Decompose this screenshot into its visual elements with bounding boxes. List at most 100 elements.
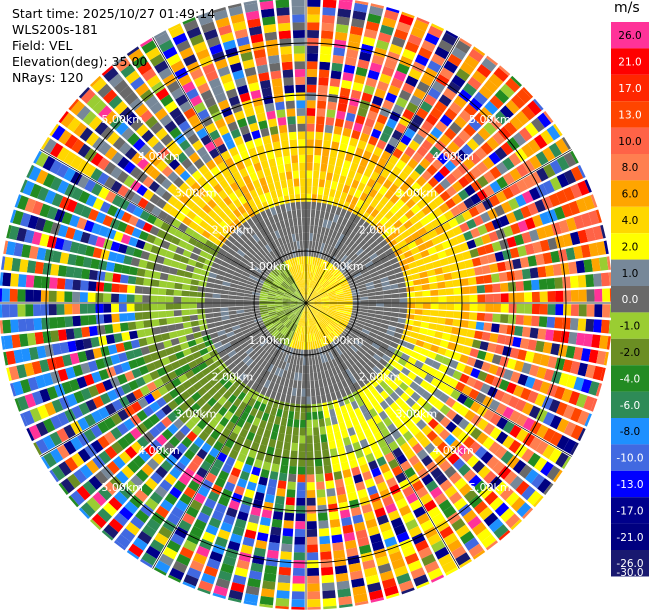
velocity-gate — [341, 217, 349, 227]
velocity-gate — [164, 473, 177, 486]
velocity-gate — [237, 214, 246, 224]
velocity-gate — [561, 203, 573, 218]
velocity-gate — [35, 438, 49, 454]
velocity-gate — [417, 354, 427, 363]
velocity-gate — [322, 219, 328, 228]
velocity-gate — [370, 171, 380, 182]
velocity-gate — [328, 296, 337, 300]
velocity-gate — [65, 266, 75, 278]
velocity-gate — [444, 465, 457, 479]
velocity-gate — [173, 188, 184, 200]
velocity-gate — [102, 89, 118, 104]
velocity-gate — [244, 293, 252, 298]
velocity-gate — [306, 334, 308, 342]
velocity-gate — [283, 77, 294, 86]
velocity-gate — [336, 110, 346, 120]
velocity-gate — [130, 152, 144, 165]
velocity-gate — [283, 402, 290, 411]
velocity-gate — [513, 385, 525, 398]
velocity-gate — [516, 502, 532, 518]
velocity-gate — [260, 288, 269, 293]
velocity-gate — [426, 164, 438, 176]
velocity-gate — [215, 372, 225, 381]
velocity-gate — [232, 525, 245, 537]
velocity-gate — [149, 193, 161, 205]
velocity-gate — [379, 463, 391, 474]
velocity-gate — [376, 175, 387, 185]
velocity-gate — [296, 272, 300, 281]
velocity-gate — [312, 333, 316, 342]
velocity-gate — [229, 317, 239, 323]
velocity-gate — [100, 126, 114, 141]
velocity-gate — [276, 408, 283, 418]
velocity-gate — [332, 281, 340, 288]
velocity-gate — [363, 274, 372, 281]
velocity-gate — [197, 587, 211, 595]
velocity-gate — [251, 297, 260, 301]
velocity-gate — [178, 373, 188, 384]
velocity-gate — [200, 460, 212, 472]
velocity-gate — [326, 289, 335, 294]
velocity-gate — [250, 328, 259, 334]
velocity-gate — [392, 447, 404, 458]
velocity-gate — [412, 480, 425, 492]
velocity-gate — [374, 375, 383, 384]
velocity-gate — [90, 336, 100, 348]
velocity-gate — [305, 295, 306, 303]
velocity-gate — [320, 320, 327, 328]
velocity-gate — [247, 337, 256, 344]
velocity-gate — [228, 431, 239, 442]
velocity-gate — [445, 229, 456, 239]
velocity-gate — [266, 324, 275, 331]
velocity-gate — [119, 85, 134, 100]
velocity-gate — [272, 399, 280, 409]
velocity-gate — [228, 299, 236, 303]
velocity-gate — [33, 289, 42, 302]
velocity-gate — [295, 308, 301, 315]
velocity-gate — [382, 354, 391, 363]
velocity-gate — [337, 588, 352, 598]
velocity-gate — [342, 268, 350, 276]
velocity-gate — [153, 567, 167, 576]
velocity-gate — [247, 369, 256, 379]
velocity-gate — [421, 233, 431, 243]
velocity-gate — [549, 415, 562, 430]
velocity-gate — [98, 105, 113, 120]
velocity-gate — [203, 28, 219, 41]
velocity-gate — [283, 195, 290, 204]
velocity-gate — [481, 233, 492, 245]
velocity-gate — [243, 303, 252, 306]
velocity-gate — [302, 232, 306, 241]
velocity-gate — [334, 365, 342, 375]
velocity-gate — [243, 600, 258, 606]
velocity-gate — [386, 329, 395, 337]
velocity-gate — [175, 351, 185, 360]
velocity-gate — [272, 318, 280, 325]
velocity-gate — [218, 125, 230, 136]
velocity-gate — [318, 289, 326, 295]
velocity-gate — [87, 385, 99, 398]
velocity-gate — [220, 303, 229, 308]
velocity-gate — [296, 264, 300, 273]
velocity-gate — [377, 268, 386, 275]
velocity-gate — [150, 319, 160, 327]
velocity-gate — [575, 260, 586, 274]
velocity-gate — [327, 274, 334, 281]
velocity-gate — [454, 295, 462, 303]
velocity-gate — [444, 247, 455, 257]
velocity-gate — [527, 255, 537, 267]
velocity-gate — [309, 240, 313, 249]
velocity-gate — [313, 282, 319, 290]
velocity-gate — [20, 212, 32, 228]
velocity-gate — [24, 393, 37, 408]
velocity-gate — [211, 84, 224, 96]
velocity-gate — [441, 32, 457, 46]
velocity-gate — [393, 565, 409, 578]
velocity-gate — [389, 194, 400, 205]
velocity-gate — [405, 198, 416, 209]
velocity-gate — [398, 580, 414, 592]
velocity-gate — [163, 257, 173, 267]
velocity-gate — [341, 362, 349, 371]
velocity-gate — [317, 512, 328, 521]
velocity-gate — [312, 186, 318, 195]
